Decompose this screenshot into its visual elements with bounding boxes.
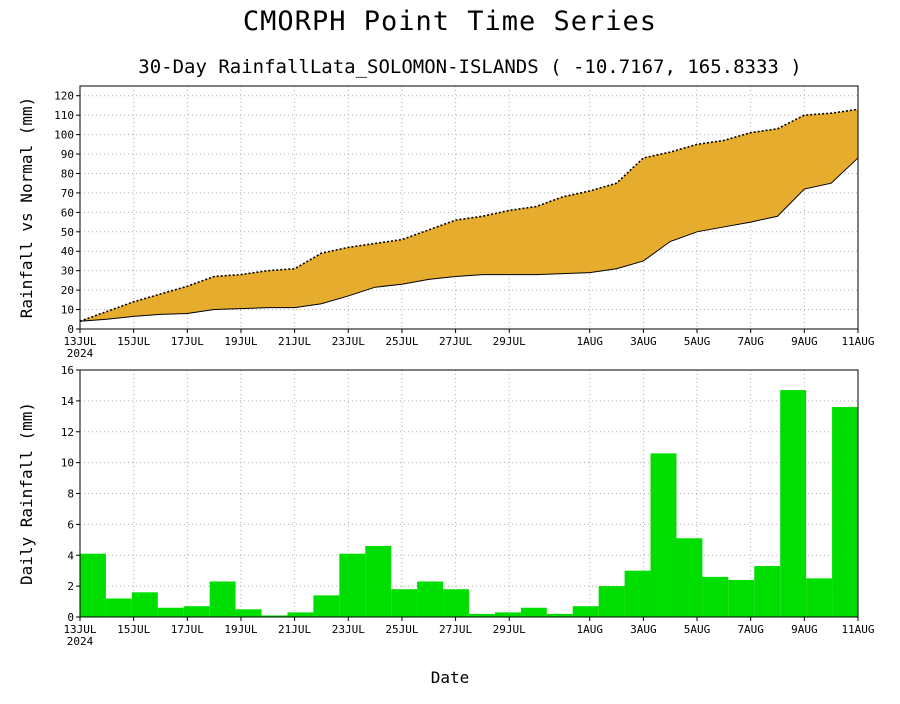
- daily-rainfall-bar: [261, 615, 288, 617]
- daily-rainfall-bar: [209, 581, 236, 617]
- cum-x-tick-label: 3AUG: [630, 335, 657, 348]
- cum-x-tick-label: 27JUL: [439, 335, 472, 348]
- daily-rainfall-bar: [183, 606, 210, 617]
- daily-rainfall-bar: [598, 586, 625, 617]
- cum-y-tick-label: 0: [67, 323, 74, 336]
- rainfall-difference-area: [80, 109, 858, 322]
- daily-y-tick-label: 16: [61, 364, 74, 377]
- cum-x-tick-label: 19JUL: [224, 335, 257, 348]
- cum-y-tick-label: 50: [61, 226, 74, 239]
- cum-y-tick-label: 60: [61, 206, 74, 219]
- daily-x-tick-label: 21JUL: [278, 623, 311, 636]
- cum-x-tick-label: 5AUG: [684, 335, 711, 348]
- daily-x-tick-label: 5AUG: [684, 623, 711, 636]
- daily-rainfall-bar: [832, 407, 858, 617]
- daily-x-tick-label: 23JUL: [332, 623, 365, 636]
- daily-rainfall-bar: [235, 609, 262, 617]
- cum-x-tick-label: 11AUG: [841, 335, 874, 348]
- x-axis-label: Date: [431, 668, 470, 687]
- daily-rainfall-bar: [780, 390, 807, 617]
- cum-y-tick-label: 120: [54, 90, 74, 103]
- cum-x-tick-label: 23JUL: [332, 335, 365, 348]
- daily-rainfall-bar: [131, 592, 158, 617]
- actual-rainfall-line: [79, 157, 859, 322]
- daily-x-tick-label: 27JUL: [439, 623, 472, 636]
- chart-subtitle: 30-Day RainfallLata_SOLOMON-ISLANDS ( -1…: [138, 56, 801, 78]
- chart-title: CMORPH Point Time Series: [243, 6, 657, 37]
- daily-y-tick-label: 4: [67, 549, 74, 562]
- daily-y-tick-label: 12: [61, 426, 74, 439]
- daily-y-tick-label: 6: [67, 518, 74, 531]
- daily-rainfall-bar: [287, 612, 314, 617]
- daily-rainfall-bar: [417, 581, 444, 617]
- cum-y-tick-label: 20: [61, 284, 74, 297]
- daily-rainfall-bar: [339, 553, 366, 617]
- cum-y-tick-label: 80: [61, 167, 74, 180]
- cum-x-tick-label: 7AUG: [737, 335, 764, 348]
- cum-y-tick-label: 10: [61, 304, 74, 317]
- daily-y-tick-label: 10: [61, 457, 74, 470]
- daily-rainfall-bar: [806, 578, 833, 617]
- daily-rainfall-bar: [572, 606, 599, 617]
- daily-rainfall-bar: [624, 570, 651, 617]
- cum-y-tick-label: 30: [61, 265, 74, 278]
- daily-x-tick-label: 3AUG: [630, 623, 657, 636]
- daily-x-tick-label: 9AUG: [791, 623, 818, 636]
- daily-rainfall-bar: [754, 566, 781, 617]
- daily-rainfall-bar: [546, 613, 573, 617]
- cum-y-axis-label: Rainfall vs Normal (mm): [17, 97, 36, 319]
- cum-x-tick-label: 25JUL: [385, 335, 418, 348]
- cum-x-year-label: 2024: [67, 347, 94, 360]
- daily-rainfall-bar: [443, 589, 469, 617]
- daily-x-tick-label: 29JUL: [493, 623, 526, 636]
- daily-x-tick-label: 13JUL: [63, 623, 96, 636]
- daily-x-tick-label: 11AUG: [841, 623, 874, 636]
- cum-plot-frame: [79, 85, 859, 330]
- daily-rainfall-bar: [650, 453, 677, 617]
- cum-x-tick-label: 1AUG: [576, 335, 603, 348]
- daily-rainfall-bar: [676, 538, 703, 617]
- daily-rainfall-bar: [157, 607, 184, 617]
- daily-x-tick-label: 25JUL: [385, 623, 418, 636]
- daily-y-tick-label: 14: [61, 395, 75, 408]
- daily-y-tick-label: 2: [67, 580, 74, 593]
- cum-x-tick-label: 21JUL: [278, 335, 311, 348]
- daily-y-axis-label: Daily Rainfall (mm): [17, 402, 36, 585]
- cum-x-tick-label: 29JUL: [493, 335, 526, 348]
- normal-rainfall-line: [79, 108, 859, 322]
- daily-x-tick-label: 15JUL: [117, 623, 150, 636]
- cum-x-tick-label: 9AUG: [791, 335, 818, 348]
- daily-x-year-label: 2024: [67, 635, 94, 648]
- daily-rainfall-bar: [391, 589, 418, 617]
- cum-x-tick-label: 17JUL: [171, 335, 204, 348]
- cum-y-tick-label: 90: [61, 148, 74, 161]
- cum-y-tick-label: 70: [61, 187, 74, 200]
- daily-y-tick-label: 8: [67, 488, 74, 501]
- cum-y-tick-label: 40: [61, 245, 74, 258]
- cum-y-tick-label: 110: [54, 109, 74, 122]
- cum-y-tick-label: 100: [54, 129, 74, 142]
- daily-rainfall-bar: [728, 579, 755, 617]
- daily-rainfall-bar: [80, 553, 106, 617]
- daily-x-tick-label: 7AUG: [737, 623, 764, 636]
- daily-x-tick-label: 17JUL: [171, 623, 204, 636]
- daily-rainfall-bar: [702, 576, 729, 617]
- daily-rainfall-bar: [365, 545, 392, 617]
- daily-rainfall-bar: [494, 612, 521, 617]
- daily-rainfall-bar: [105, 598, 132, 617]
- cum-x-tick-label: 13JUL: [63, 335, 96, 348]
- daily-rainfall-bar: [520, 607, 547, 617]
- daily-rainfall-bar: [313, 595, 340, 617]
- daily-rainfall-bar: [469, 613, 495, 617]
- daily-x-tick-label: 19JUL: [224, 623, 257, 636]
- daily-x-tick-label: 1AUG: [576, 623, 603, 636]
- cum-x-tick-label: 15JUL: [117, 335, 150, 348]
- daily-y-tick-label: 0: [67, 611, 74, 624]
